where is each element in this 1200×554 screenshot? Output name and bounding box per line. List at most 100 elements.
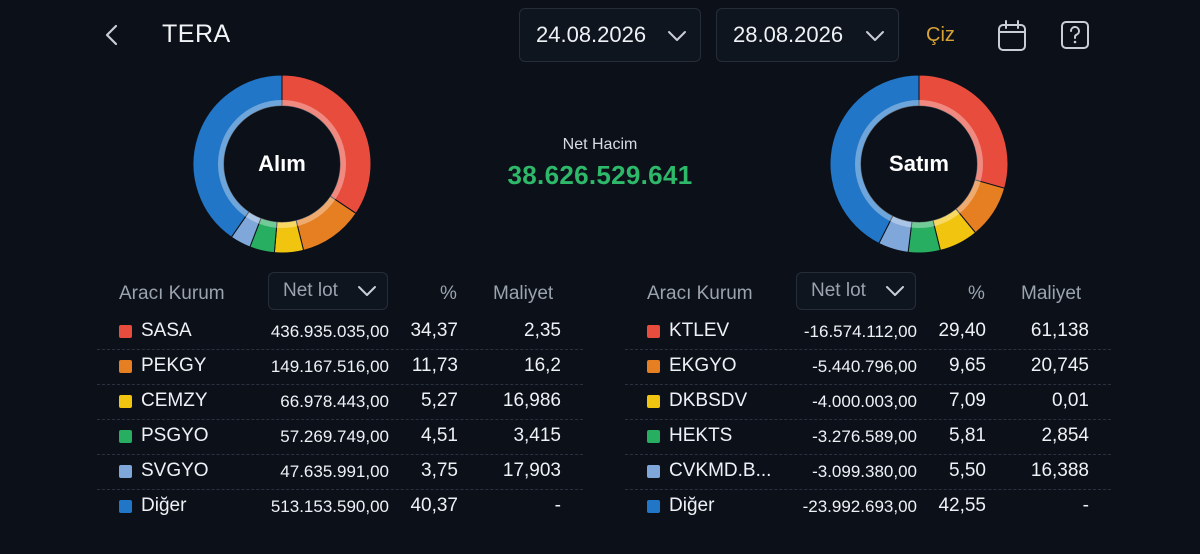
- buy-donut-chart: [192, 74, 372, 254]
- chevron-down-icon: [668, 31, 686, 41]
- net-lot: 57.269.749,00: [280, 427, 389, 446]
- table-row[interactable]: SVGYO 47.635.991,00 3,75 17,903: [97, 454, 583, 490]
- broker-name: SASA: [141, 320, 192, 341]
- cost: 16,2: [524, 355, 561, 376]
- table-row[interactable]: PSGYO 57.269.749,00 4,51 3,415: [97, 419, 583, 455]
- table-row[interactable]: Diğer -23.992.693,00 42,55 -: [625, 489, 1111, 524]
- percent: 5,50: [949, 460, 986, 481]
- table-row[interactable]: CVKMD.B... -3.099.380,00 5,50 16,388: [625, 454, 1111, 490]
- end-date-picker[interactable]: 28.08.2026: [716, 8, 899, 62]
- cost: 2,35: [524, 320, 561, 341]
- net-lot: -3.099.380,00: [812, 462, 917, 481]
- table-row[interactable]: EKGYO -5.440.796,00 9,65 20,745: [625, 349, 1111, 385]
- back-arrow-icon[interactable]: [100, 20, 124, 50]
- percent: 7,09: [949, 390, 986, 411]
- draw-button[interactable]: Çiz: [926, 24, 955, 46]
- cost: 3,415: [513, 425, 561, 446]
- cost: -: [554, 495, 561, 516]
- buy-col-cost: Maliyet: [493, 283, 554, 304]
- cost: 16,986: [502, 390, 561, 411]
- legend-swatch: [119, 465, 132, 478]
- legend-swatch: [647, 360, 660, 373]
- net-lot: -23.992.693,00: [802, 497, 917, 516]
- legend-swatch: [647, 430, 660, 443]
- broker-name: SVGYO: [141, 460, 209, 481]
- end-date-value: 28.08.2026: [733, 22, 844, 47]
- legend-swatch: [119, 395, 132, 408]
- net-lot: 436.935.035,00: [270, 322, 389, 341]
- net-lot: -5.440.796,00: [812, 357, 917, 376]
- cost: 0,01: [1052, 390, 1089, 411]
- cost: 20,745: [1030, 355, 1089, 376]
- net-lot: -3.276.589,00: [812, 427, 917, 446]
- net-lot: 149.167.516,00: [270, 357, 389, 376]
- net-lot: -16.574.112,00: [803, 322, 917, 341]
- sell-sort-dropdown[interactable]: Net lot: [796, 272, 916, 310]
- broker-name: EKGYO: [669, 355, 737, 376]
- table-row[interactable]: SASA 436.935.035,00 34,37 2,35: [97, 314, 583, 350]
- buy-donut-center: [225, 107, 339, 221]
- percent: 40,37: [410, 495, 458, 516]
- legend-swatch: [119, 360, 132, 373]
- broker-name: PEKGY: [141, 355, 207, 376]
- table-row[interactable]: DKBSDV -4.000.003,00 7,09 0,01: [625, 384, 1111, 420]
- sell-donut-slice-6: [829, 74, 920, 245]
- percent: 9,65: [949, 355, 986, 376]
- percent: 42,55: [938, 495, 986, 516]
- buy-donut-slice-6: [192, 74, 283, 238]
- net-volume-label: Net Hacim: [562, 136, 638, 153]
- sell-donut-chart: [829, 74, 1009, 254]
- start-date-picker[interactable]: 24.08.2026: [519, 8, 701, 62]
- chevron-down-icon: [358, 286, 376, 296]
- legend-swatch: [647, 500, 660, 513]
- page-title: TERA: [162, 20, 231, 48]
- buy-col-pct: %: [440, 283, 457, 304]
- buy-sort-label: Net lot: [283, 280, 338, 301]
- legend-swatch: [119, 500, 132, 513]
- broker-name: PSGYO: [141, 425, 209, 446]
- net-volume-value: 38.626.529.641: [507, 160, 693, 190]
- sell-col-cost: Maliyet: [1021, 283, 1082, 304]
- net-lot: 47.635.991,00: [280, 462, 389, 481]
- broker-name: KTLEV: [669, 320, 730, 341]
- net-lot: -4.000.003,00: [812, 392, 917, 411]
- legend-swatch: [647, 325, 660, 338]
- table-row[interactable]: HEKTS -3.276.589,00 5,81 2,854: [625, 419, 1111, 455]
- table-row[interactable]: CEMZY 66.978.443,00 5,27 16,986: [97, 384, 583, 420]
- net-lot: 513.153.590,00: [270, 497, 389, 516]
- sell-col-pct: %: [968, 283, 985, 304]
- percent: 3,75: [421, 460, 458, 481]
- sell-sort-label: Net lot: [811, 280, 866, 301]
- cost: -: [1082, 495, 1089, 516]
- percent: 34,37: [410, 320, 458, 341]
- percent: 11,73: [411, 355, 458, 376]
- cost: 16,388: [1030, 460, 1089, 481]
- buy-col-broker: Aracı Kurum: [119, 283, 225, 304]
- legend-swatch: [119, 430, 132, 443]
- table-row[interactable]: PEKGY 149.167.516,00 11,73 16,2: [97, 349, 583, 385]
- help-icon[interactable]: [1060, 20, 1090, 50]
- buy-sort-dropdown[interactable]: Net lot: [268, 272, 388, 310]
- broker-name: Diğer: [141, 495, 187, 516]
- buy-donut-inner-ring: [218, 100, 346, 228]
- legend-swatch: [119, 325, 132, 338]
- legend-swatch: [647, 465, 660, 478]
- percent: 29,40: [938, 320, 986, 341]
- sell-col-broker: Aracı Kurum: [647, 283, 753, 304]
- table-row[interactable]: KTLEV -16.574.112,00 29,40 61,138: [625, 314, 1111, 350]
- table-row[interactable]: Diğer 513.153.590,00 40,37 -: [97, 489, 583, 524]
- chevron-down-icon: [886, 286, 904, 296]
- buy-donut-slice-1: [281, 74, 372, 215]
- sell-donut-center: [862, 107, 976, 221]
- broker-name: Diğer: [669, 495, 715, 516]
- net-lot: 66.978.443,00: [280, 392, 389, 411]
- chevron-down-icon: [866, 31, 884, 41]
- legend-swatch: [647, 395, 660, 408]
- broker-name: DKBSDV: [669, 390, 748, 411]
- percent: 5,81: [949, 425, 986, 446]
- calendar-icon[interactable]: [996, 19, 1028, 53]
- broker-name: CEMZY: [141, 390, 208, 411]
- cost: 2,854: [1041, 425, 1089, 446]
- cost: 17,903: [502, 460, 561, 481]
- broker-name: CVKMD.B...: [669, 460, 772, 481]
